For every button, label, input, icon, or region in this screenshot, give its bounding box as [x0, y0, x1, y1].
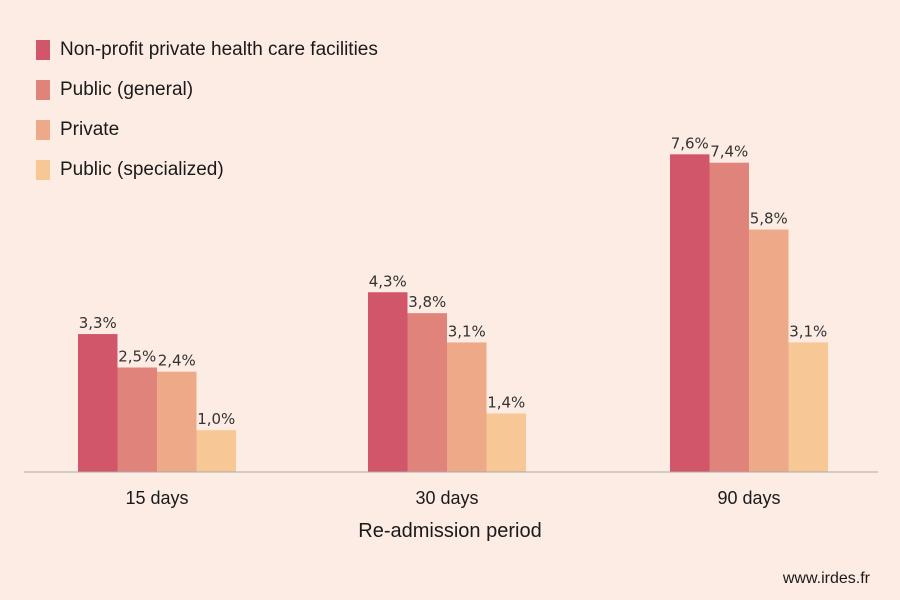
bar: [78, 334, 118, 472]
bar: [368, 292, 408, 472]
legend: Non-profit private health care facilitie…: [36, 39, 378, 200]
legend-swatch: [36, 40, 50, 60]
legend-label: Public (general): [60, 79, 194, 100]
x-axis-title: Re-admission period: [358, 520, 542, 542]
bar: [407, 313, 447, 472]
data-label: 1,0%: [197, 410, 235, 428]
bar: [749, 229, 789, 472]
data-label: 7,6%: [671, 134, 709, 152]
data-label: 3,1%: [789, 322, 827, 340]
data-label: 2,4%: [158, 352, 196, 370]
bar: [157, 371, 197, 472]
legend-swatch: [36, 80, 50, 100]
x-tick-label: 15 days: [125, 488, 188, 508]
data-label: 2,5%: [118, 348, 156, 366]
data-label: 7,4%: [710, 143, 748, 161]
x-tick-label: 30 days: [415, 488, 478, 508]
data-label: 5,8%: [750, 210, 788, 228]
x-tick-label: 90 days: [717, 488, 780, 508]
bar: [447, 342, 487, 472]
bar: [709, 162, 749, 472]
data-label: 4,3%: [369, 272, 407, 290]
bar: [196, 430, 236, 472]
data-label: 3,3%: [79, 314, 117, 332]
legend-item: Private: [36, 119, 378, 140]
data-label: 3,1%: [448, 322, 486, 340]
legend-swatch: [36, 160, 50, 180]
legend-swatch: [36, 120, 50, 140]
bar: [486, 413, 526, 472]
bar: [670, 154, 710, 472]
bar: [117, 367, 157, 472]
bar: [788, 342, 828, 472]
legend-label: Non-profit private health care facilitie…: [60, 39, 378, 60]
legend-label: Public (specialized): [60, 159, 224, 180]
legend-label: Private: [60, 119, 120, 140]
source-url: www.irdes.fr: [782, 570, 870, 587]
legend-item: Public (general): [36, 79, 378, 100]
data-label: 1,4%: [487, 393, 525, 411]
data-label: 3,8%: [408, 293, 446, 311]
legend-item: Public (specialized): [36, 159, 378, 180]
legend-item: Non-profit private health care facilitie…: [36, 39, 378, 60]
